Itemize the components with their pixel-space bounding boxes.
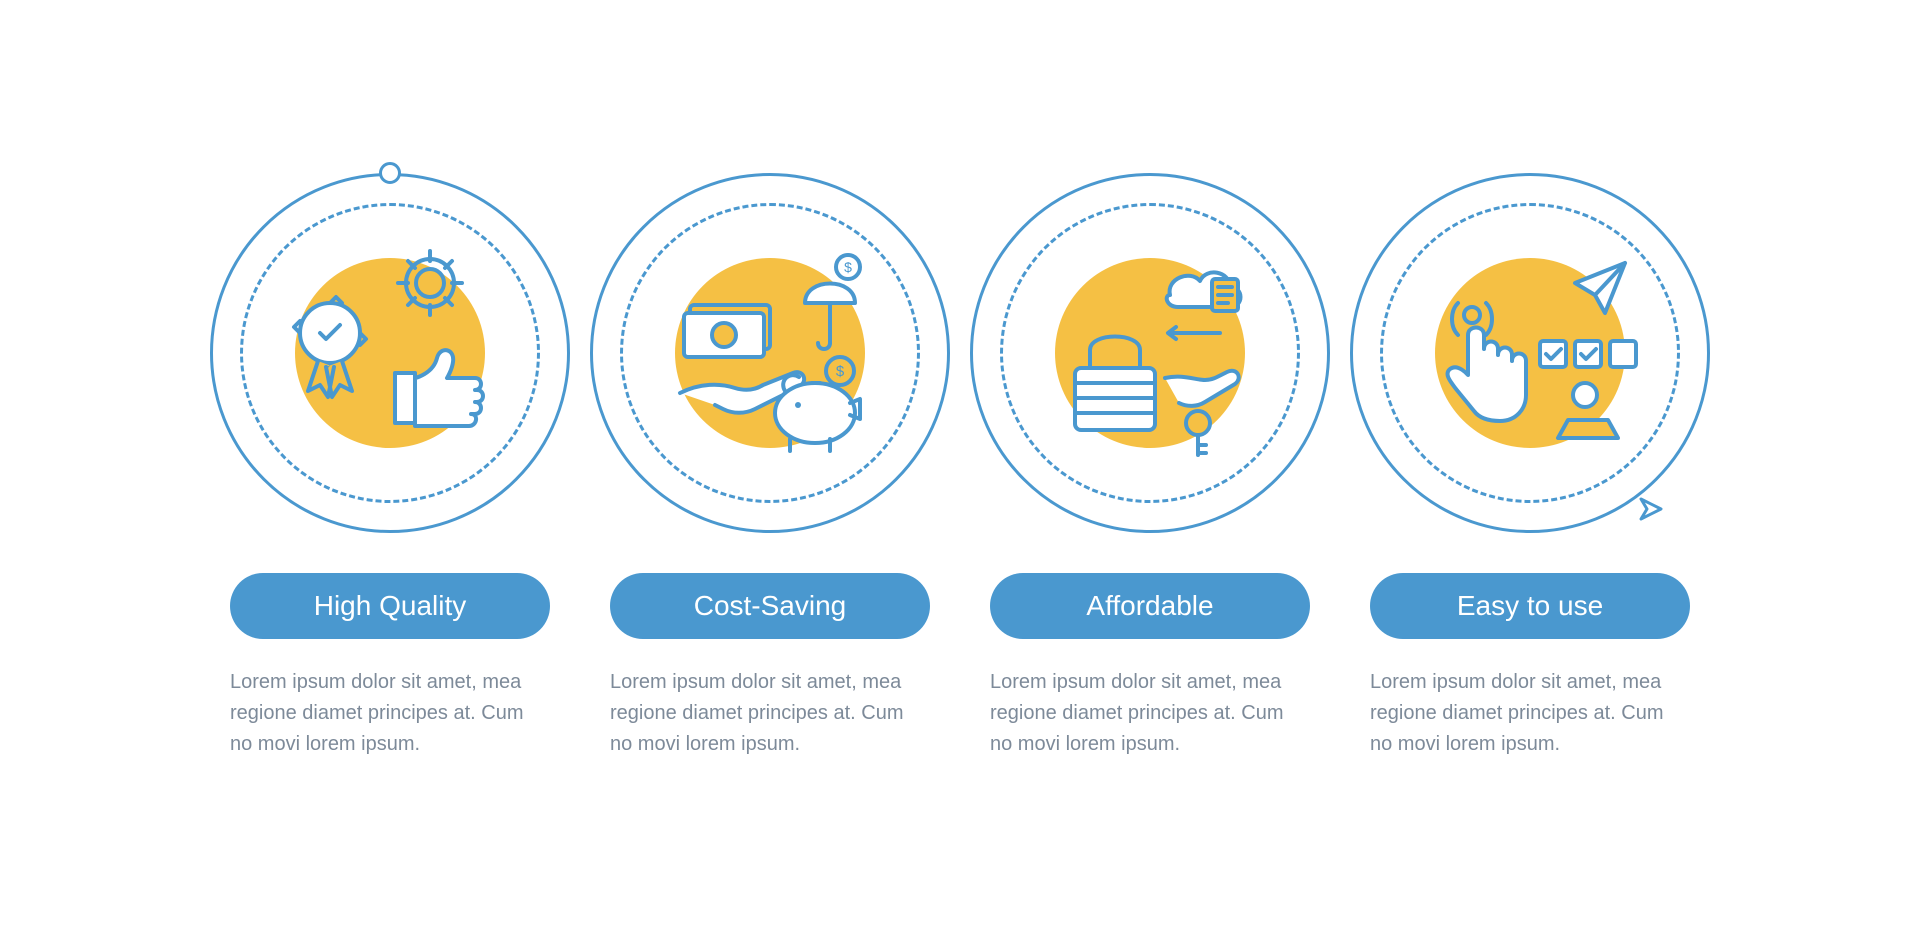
circle-wrap [1350,173,1710,533]
card-cost-saving: $ $ [580,173,960,760]
card-description: Lorem ipsum dolor sit amet, mea regione … [230,667,550,760]
card-title: Affordable [1086,590,1213,622]
cost-saving-icon: $ $ [640,223,900,483]
infographic: High Quality Lorem ipsum dolor sit amet,… [160,133,1760,800]
card-easy-to-use: Easy to use Lorem ipsum dolor sit amet, … [1340,173,1720,760]
circle-wrap [210,173,570,533]
end-arrow-icon [1637,495,1665,528]
svg-text:$: $ [844,259,852,275]
quality-icon [260,223,520,483]
start-dot-icon [379,162,401,184]
card-affordable: Affordable Lorem ipsum dolor sit amet, m… [960,173,1340,760]
easy-to-use-icon [1400,223,1660,483]
circle-wrap [970,173,1330,533]
svg-text:$: $ [836,363,845,380]
card-description: Lorem ipsum dolor sit amet, mea regione … [990,667,1310,760]
card-title: Easy to use [1457,590,1603,622]
title-pill: Cost-Saving [610,573,930,639]
title-pill: Affordable [990,573,1310,639]
card-description: Lorem ipsum dolor sit amet, mea regione … [610,667,930,760]
card-title: Cost-Saving [694,590,847,622]
title-pill: High Quality [230,573,550,639]
card-title: High Quality [314,590,467,622]
card-description: Lorem ipsum dolor sit amet, mea regione … [1370,667,1690,760]
card-high-quality: High Quality Lorem ipsum dolor sit amet,… [200,173,580,760]
title-pill: Easy to use [1370,573,1690,639]
affordable-icon [1020,223,1280,483]
circle-wrap: $ $ [590,173,950,533]
